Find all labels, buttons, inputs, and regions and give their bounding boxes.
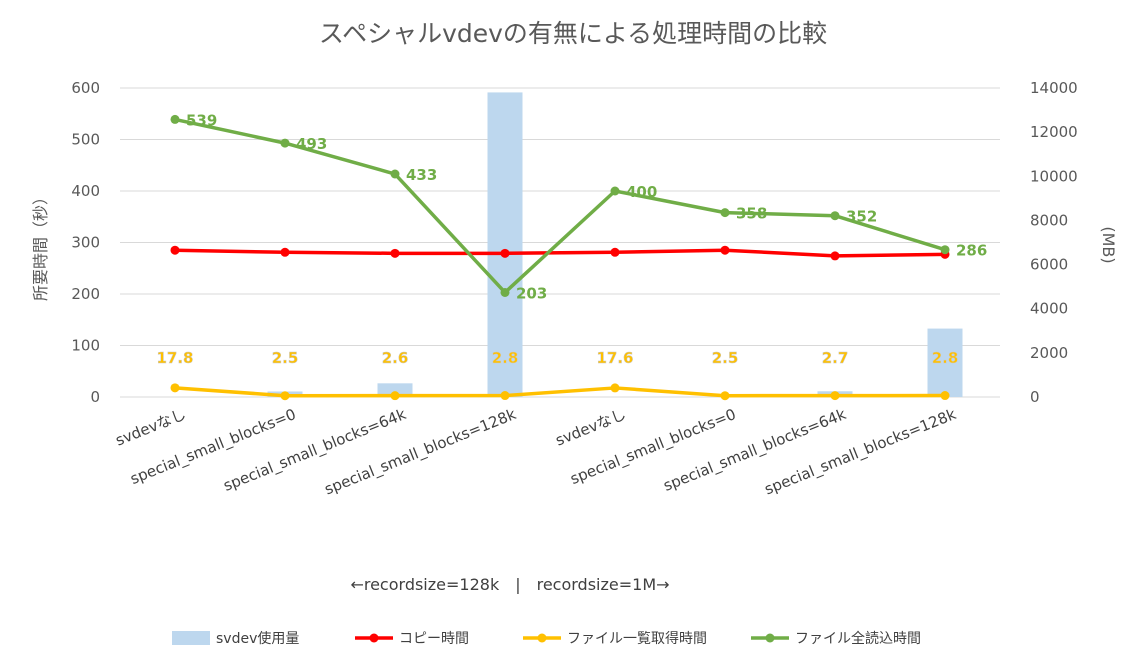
data-label: 17.6 [596, 349, 633, 367]
data-point [170, 114, 180, 124]
category-label: svdevなし [553, 405, 629, 450]
category-label: special_small_blocks=64k [661, 405, 849, 496]
data-point [390, 169, 400, 179]
y-tick-label: 400 [71, 182, 100, 200]
series-line [174, 248, 946, 258]
data-point [720, 391, 730, 401]
y-axis-title: 所要時間（秒） [31, 189, 50, 301]
category-label: svdevなし [113, 405, 189, 450]
y-tick-label: 500 [71, 131, 100, 149]
y2-tick-label: 8000 [1030, 211, 1068, 229]
legend-marker [537, 633, 547, 643]
legend-item: コピー時間 [355, 631, 469, 647]
legend-item: ファイル一覧取得時間 [523, 630, 707, 647]
legend-swatch [172, 631, 210, 645]
legend-label: ファイル一覧取得時間 [567, 630, 707, 647]
data-label: 2.5 [712, 349, 739, 367]
series-ファイル一覧取得時間 [170, 383, 950, 401]
data-point [830, 251, 840, 261]
data-label: 400 [626, 183, 657, 201]
data-label: 2.7 [822, 349, 849, 367]
y2-tick-label: 4000 [1030, 300, 1068, 318]
data-point [500, 248, 510, 258]
series-line [174, 386, 946, 398]
series-ファイル全読込時間 [170, 114, 950, 297]
category-label: special_small_blocks=64k [221, 405, 409, 496]
y-tick-label: 0 [90, 388, 100, 406]
data-label: 203 [516, 284, 547, 302]
x-axis-categories: svdevなしspecial_small_blocks=0special_sma… [113, 405, 959, 499]
data-point [280, 391, 290, 401]
recordsize-annotation: ←recordsize=128k | recordsize=1M→ [350, 575, 669, 594]
y-axis-ticks: 0 100 200 300 400 500 600 [71, 79, 100, 406]
legend-label: ファイル全読込時間 [795, 630, 921, 647]
data-point [610, 247, 620, 257]
series-line [174, 117, 946, 295]
bar-series [267, 92, 963, 398]
line-series [170, 114, 950, 401]
data-point [500, 391, 510, 401]
data-point [610, 383, 620, 393]
data-point [940, 391, 950, 401]
legend: svdev使用量 コピー時間 ファイル一覧取得時間 ファイル全読込時間 [172, 630, 921, 647]
data-label: 433 [406, 166, 437, 184]
y-tick-label: 100 [71, 337, 100, 355]
data-label: 352 [846, 208, 877, 226]
bar [487, 92, 523, 398]
chart-title: スペシャルvdevの有無による処理時間の比較 [319, 19, 827, 48]
data-point [500, 287, 510, 297]
category-label: special_small_blocks=128k [762, 405, 959, 499]
y2-axis-title: (MB) [1099, 226, 1118, 263]
y2-axis-ticks: 0 2000 4000 6000 8000 10000 12000 14000 [1030, 79, 1078, 406]
y2-tick-label: 10000 [1030, 167, 1078, 185]
data-point [720, 245, 730, 255]
data-label: 493 [296, 135, 327, 153]
legend-item: svdev使用量 [172, 630, 299, 647]
category-label: special_small_blocks=128k [322, 405, 519, 499]
data-label: 2.6 [382, 349, 409, 367]
data-label: 286 [956, 242, 987, 260]
data-point [280, 247, 290, 257]
data-point [390, 391, 400, 401]
data-label: 17.8 [156, 349, 193, 367]
data-label: 2.5 [272, 349, 299, 367]
data-point [170, 245, 180, 255]
data-point [720, 208, 730, 218]
series-コピー時間 [170, 245, 950, 261]
data-point [280, 138, 290, 148]
data-point [830, 391, 840, 401]
y-tick-label: 200 [71, 285, 100, 303]
y2-tick-label: 2000 [1030, 344, 1068, 362]
y2-tick-label: 12000 [1030, 123, 1078, 141]
legend-label: svdev使用量 [216, 630, 299, 647]
data-labels: 17.8 2.5 2.6 2.8 17.6 2.5 2.7 2.8 539 493 433 203 40… [156, 111, 987, 367]
data-point [610, 186, 620, 196]
y-tick-label: 300 [71, 234, 100, 252]
y-tick-label: 600 [71, 79, 100, 97]
data-point [390, 248, 400, 258]
data-point [170, 383, 180, 393]
legend-label: コピー時間 [399, 631, 469, 647]
bar [377, 383, 413, 397]
y2-tick-label: 14000 [1030, 79, 1078, 97]
data-label: 358 [736, 205, 767, 223]
data-label: 2.8 [932, 349, 959, 367]
data-label: 539 [186, 111, 217, 129]
legend-marker [765, 633, 775, 643]
data-point [940, 245, 950, 255]
data-point [830, 211, 840, 221]
legend-marker [369, 633, 379, 643]
legend-item: ファイル全読込時間 [751, 630, 921, 647]
bar [927, 328, 963, 397]
y2-tick-label: 0 [1030, 388, 1040, 406]
y2-tick-label: 6000 [1030, 256, 1068, 274]
data-label: 2.8 [492, 349, 519, 367]
